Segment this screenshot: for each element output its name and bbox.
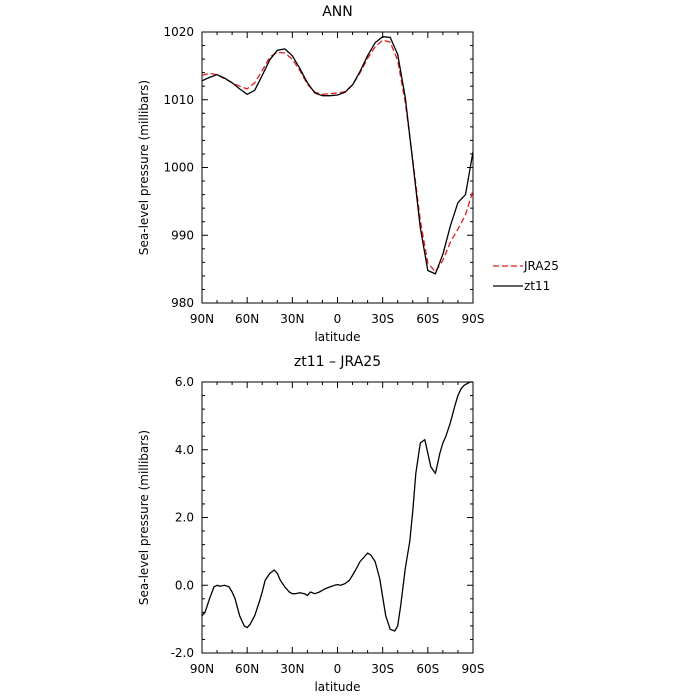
x-tick-label: 30S: [371, 662, 394, 676]
chart-title: zt11 – JRA25: [294, 354, 381, 370]
y-axis-label: Sea-level pressure (millibars): [137, 430, 151, 605]
y-tick-label: 2.0: [175, 511, 194, 525]
y-tick-label: 1000: [163, 161, 194, 175]
x-tick-label: 90S: [462, 312, 485, 326]
y-tick-label: 980: [171, 296, 194, 310]
plot-frame: [201, 31, 474, 304]
series-line-difference: [201, 381, 473, 632]
bottom-panel: zt11 – JRA25 90N 60N 30N 0 30S 60S 90S -2.0 0.0 2.…: [137, 354, 484, 694]
y-tick-label: 0.0: [175, 578, 194, 592]
x-tick-label: 60N: [235, 312, 259, 326]
x-tick-label: 90N: [190, 662, 214, 676]
y-tick-label: -2.0: [171, 646, 194, 660]
x-tick-label: 0: [334, 662, 342, 676]
x-axis-label: latitude: [314, 330, 360, 344]
y-axis-label: Sea-level pressure (millibars): [137, 80, 151, 255]
x-tick-label: 60S: [416, 312, 439, 326]
x-tick-label: 90S: [462, 662, 485, 676]
legend: JRA25 zt11: [493, 259, 559, 293]
x-axis-label: latitude: [314, 680, 360, 694]
y-tick-label: 6.0: [175, 375, 194, 389]
x-tick-label: 30N: [280, 662, 304, 676]
top-panel: ANN 90N 60N 30N 0 30S 60S 90S 980 990 1000 1010 1020…: [137, 4, 559, 344]
x-tick-label: 60N: [235, 662, 259, 676]
y-tick-label: 990: [171, 228, 194, 242]
legend-label: zt11: [524, 279, 550, 293]
legend-label: JRA25: [523, 259, 559, 273]
x-tick-label: 60S: [416, 662, 439, 676]
x-tick-label: 0: [334, 312, 342, 326]
x-tick-label: 30S: [371, 312, 394, 326]
y-tick-label: 1020: [163, 25, 194, 39]
chart-title: ANN: [322, 4, 353, 20]
plot-frame: [201, 381, 474, 654]
series-line-jra25: [201, 39, 474, 273]
y-tick-label: 4.0: [175, 443, 194, 457]
series-line-zt11: [201, 36, 474, 275]
x-tick-label: 30N: [280, 312, 304, 326]
x-tick-label: 90N: [190, 312, 214, 326]
y-tick-label: 1010: [163, 93, 194, 107]
